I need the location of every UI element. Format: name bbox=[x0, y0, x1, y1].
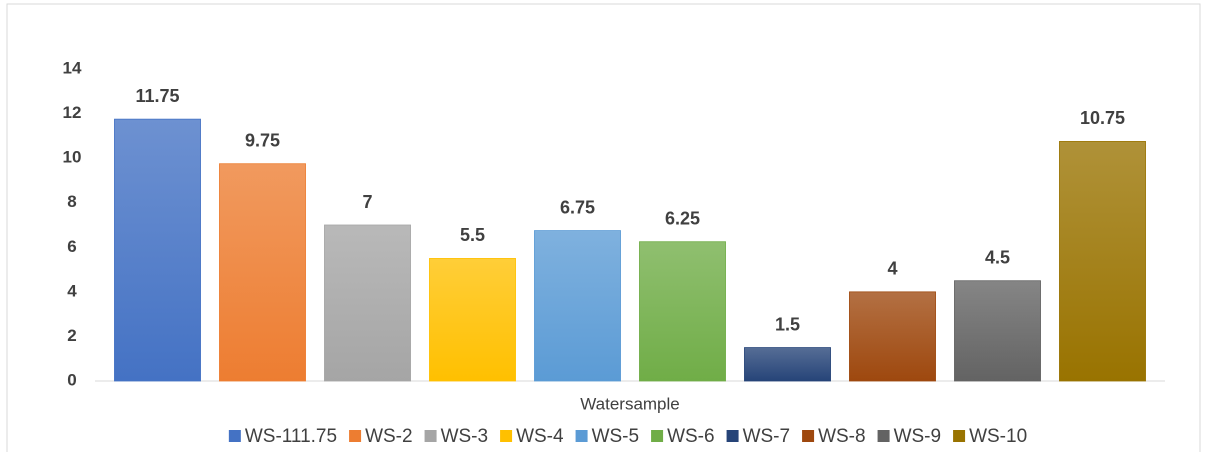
legend-label: WS-9 bbox=[894, 426, 942, 447]
legend-label: WS-6 bbox=[667, 426, 715, 447]
legend-swatch bbox=[726, 430, 739, 442]
y-tick-label: 6 bbox=[67, 237, 76, 256]
data-label: 11.75 bbox=[135, 86, 179, 106]
data-label: 4.5 bbox=[985, 247, 1010, 267]
bar bbox=[849, 291, 936, 382]
legend-swatch bbox=[802, 430, 815, 442]
legend-label: WS-2 bbox=[365, 426, 413, 447]
legend-swatch bbox=[877, 430, 890, 442]
legend-swatch bbox=[575, 430, 588, 442]
legend-label: WS-10 bbox=[969, 426, 1027, 447]
legend-swatch bbox=[228, 430, 241, 442]
legend-swatch bbox=[349, 430, 362, 442]
legend-swatch bbox=[953, 430, 966, 442]
legend-label: WS-111.75 bbox=[245, 426, 337, 447]
bar bbox=[429, 258, 516, 382]
bar bbox=[954, 280, 1041, 382]
bar bbox=[534, 230, 621, 382]
data-label: 1.5 bbox=[775, 314, 800, 334]
legend-swatch bbox=[500, 430, 513, 442]
y-tick-label: 2 bbox=[67, 326, 76, 345]
y-tick-label: 8 bbox=[67, 192, 76, 211]
bar bbox=[1059, 141, 1146, 382]
legend-label: WS-8 bbox=[818, 426, 866, 447]
data-label: 5.5 bbox=[460, 225, 485, 245]
data-label: 6.75 bbox=[560, 197, 595, 217]
data-label: 7 bbox=[362, 192, 372, 212]
bar bbox=[639, 241, 726, 382]
legend-label: WS-7 bbox=[743, 426, 791, 447]
y-tick-label: 10 bbox=[63, 148, 82, 167]
y-tick-label: 12 bbox=[63, 103, 82, 122]
legend-swatch bbox=[424, 430, 437, 442]
legend-label: WS-4 bbox=[516, 426, 564, 447]
legend-label: WS-5 bbox=[592, 426, 640, 447]
data-label: 10.75 bbox=[1080, 108, 1125, 128]
bar bbox=[114, 118, 201, 382]
y-tick-label: 14 bbox=[63, 58, 82, 77]
legend-swatch bbox=[651, 430, 664, 442]
y-tick-label: 4 bbox=[67, 281, 77, 300]
legend-label: WS-3 bbox=[441, 426, 489, 447]
data-label: 6.25 bbox=[665, 208, 700, 228]
y-tick-label: 0 bbox=[67, 370, 76, 389]
bar bbox=[744, 347, 831, 382]
bar bbox=[324, 224, 411, 382]
x-axis-category: Watersample bbox=[580, 394, 680, 413]
bar bbox=[219, 163, 306, 382]
data-label: 9.75 bbox=[245, 130, 280, 150]
data-label: 4 bbox=[887, 259, 897, 279]
